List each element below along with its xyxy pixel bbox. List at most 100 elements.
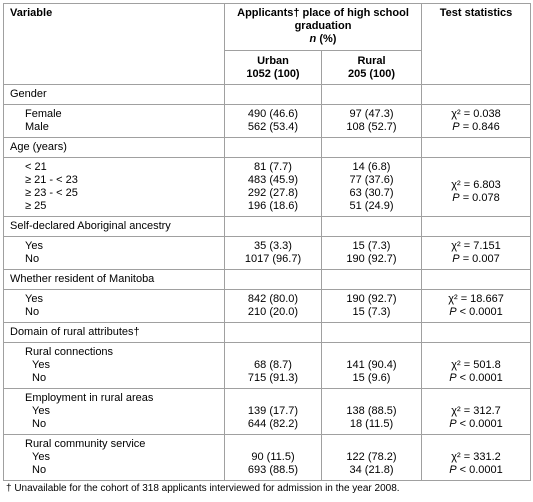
p-symbol: P — [452, 191, 460, 204]
urban-cell: 90 (11.5) 693 (88.5) — [224, 434, 322, 481]
p-symbol: P — [449, 464, 457, 476]
subgroup-title: Employment in rural areas — [25, 392, 154, 404]
p-value-line: P = 0.078 — [428, 192, 524, 205]
row-label: ≥ 23 - < 25 — [25, 187, 78, 199]
rural-value: 97 (47.3) — [349, 108, 394, 120]
spacer — [328, 438, 415, 451]
rural-value: 108 (52.7) — [346, 121, 397, 133]
stats-cell: χ² = 331.2 P < 0.0001 — [421, 434, 532, 481]
row-label: Yes — [25, 293, 43, 305]
subgroup-title: Rural community service — [25, 438, 146, 450]
rural-cell: 141 (90.4) 15 (9.6) — [320, 342, 423, 389]
p-value: < 0.0001 — [459, 464, 503, 476]
row-label: No — [32, 418, 47, 430]
header-cell: Test statistics — [421, 3, 532, 85]
spacer — [231, 346, 315, 359]
p-symbol: P — [449, 306, 457, 318]
urban-value: 693 (88.5) — [247, 464, 299, 476]
rural-value: 77 (37.6) — [349, 174, 394, 186]
urban-cell: 35 (3.3) 1017 (96.7) — [224, 236, 322, 270]
urban-value: 490 (46.6) — [247, 108, 299, 120]
labels-cell: Yes No — [3, 289, 225, 323]
section-title-cell: Age (years) — [3, 137, 225, 158]
header-place: Applicants† place of high school graduat… — [237, 7, 409, 32]
urban-value: 292 (27.8) — [247, 187, 299, 199]
rural-value: 190 (92.7) — [346, 253, 397, 265]
empty-cell — [421, 84, 532, 105]
urban-value: 90 (11.5) — [251, 451, 295, 463]
rural-value: 15 (9.6) — [352, 372, 391, 384]
row: Domain of rural attributes† — [3, 322, 532, 343]
spacer — [328, 392, 415, 405]
rural-value: 18 (11.5) — [349, 418, 394, 430]
empty-cell — [421, 216, 532, 237]
row: Variable Applicants† place of high school… — [3, 3, 532, 85]
stats-cell: χ² = 0.038 P = 0.846 — [421, 104, 532, 138]
urban-cell: 81 (7.7) 483 (45.9) 292 (27.8) 196 (18.6) — [224, 157, 322, 217]
spacer — [328, 346, 415, 359]
urban-value: 644 (82.2) — [247, 418, 299, 430]
row-label: ≥ 21 - < 23 — [25, 174, 78, 186]
urban-value: 210 (20.0) — [247, 306, 299, 318]
rural-value: 51 (24.9) — [349, 200, 394, 212]
row: Rural connections Yes No 68 (8.7) 715 (91.3)… — [3, 342, 532, 389]
p-value-line: P = 0.846 — [428, 121, 524, 134]
rural-value: 141 (90.4) — [346, 359, 397, 371]
chi-square: χ² = 6.803 — [451, 178, 501, 191]
labels-cell: Yes No — [3, 236, 225, 270]
rural-cell: 14 (6.8) 77 (37.6) 63 (30.7) 51 (24.9) — [320, 157, 423, 217]
spacer — [231, 438, 315, 451]
empty-cell — [320, 84, 423, 105]
stats-cell: χ² = 6.803 P = 0.078 — [421, 157, 532, 217]
p-value: = 0.078 — [462, 191, 500, 204]
header-test-statistics: Test statistics — [439, 7, 513, 19]
row-label: Yes — [32, 451, 50, 463]
chi-square: χ² = 18.667 — [448, 293, 504, 305]
row: Yes No 842 (80.0) 210 (20.0) 190 (92.7) 15 (7… — [3, 289, 532, 323]
table-wrap: Variable Applicants† place of high school… — [3, 3, 532, 481]
row-label: No — [32, 372, 47, 384]
empty-cell — [421, 137, 532, 158]
section-title-cell: Self-declared Aboriginal ancestry — [3, 216, 225, 237]
urban-value: 483 (45.9) — [247, 174, 299, 186]
section-title: Gender — [10, 88, 47, 100]
section-title: Age (years) — [10, 141, 67, 153]
empty-cell — [224, 216, 322, 237]
row-label: Yes — [25, 240, 43, 252]
rural-value: 190 (92.7) — [346, 293, 397, 305]
p-value-line: P < 0.0001 — [428, 306, 524, 319]
empty-cell — [224, 84, 322, 105]
urban-value: 35 (3.3) — [254, 240, 292, 252]
header-rural: Rural — [357, 54, 386, 67]
urban-value: 715 (91.3) — [247, 372, 299, 384]
rural-value: 15 (7.3) — [352, 240, 391, 252]
chi-square: χ² = 312.7 — [451, 405, 501, 417]
labels-cell: Female Male — [3, 104, 225, 138]
labels-cell: < 21 ≥ 21 - < 23 ≥ 23 - < 25 ≥ 25 — [3, 157, 225, 217]
header-variable: Variable — [10, 7, 53, 19]
row-label: Yes — [32, 405, 50, 417]
section-title: Self-declared Aboriginal ancestry — [10, 220, 171, 232]
row-label: No — [25, 306, 40, 318]
header-urban-n: 1052 (100) — [246, 67, 300, 80]
empty-cell — [320, 322, 423, 343]
header-rural-n: 205 (100) — [347, 67, 396, 80]
p-symbol: P — [452, 121, 460, 133]
empty-cell — [224, 137, 322, 158]
stats-cell: χ² = 18.667 P < 0.0001 — [421, 289, 532, 323]
p-value-line: P = 0.007 — [428, 253, 524, 266]
empty-cell — [224, 269, 322, 290]
empty-cell — [320, 269, 423, 290]
chi-square: χ² = 331.2 — [451, 451, 501, 463]
urban-value: 68 (8.7) — [254, 359, 292, 371]
p-value: < 0.0001 — [459, 306, 503, 318]
footnote: † Unavailable for the cohort of 318 appl… — [6, 483, 400, 494]
chi-square: χ² = 7.151 — [451, 240, 501, 252]
section-title-cell: Gender — [3, 84, 225, 105]
header-cell: Urban 1052 (100) — [224, 50, 322, 85]
header-n: n (%) — [231, 33, 415, 46]
spacer — [231, 392, 315, 405]
urban-value: 139 (17.7) — [247, 405, 299, 417]
header-n-unit: (%) — [319, 33, 337, 45]
row: Employment in rural areas Yes No 139 (17.7)… — [3, 388, 532, 435]
